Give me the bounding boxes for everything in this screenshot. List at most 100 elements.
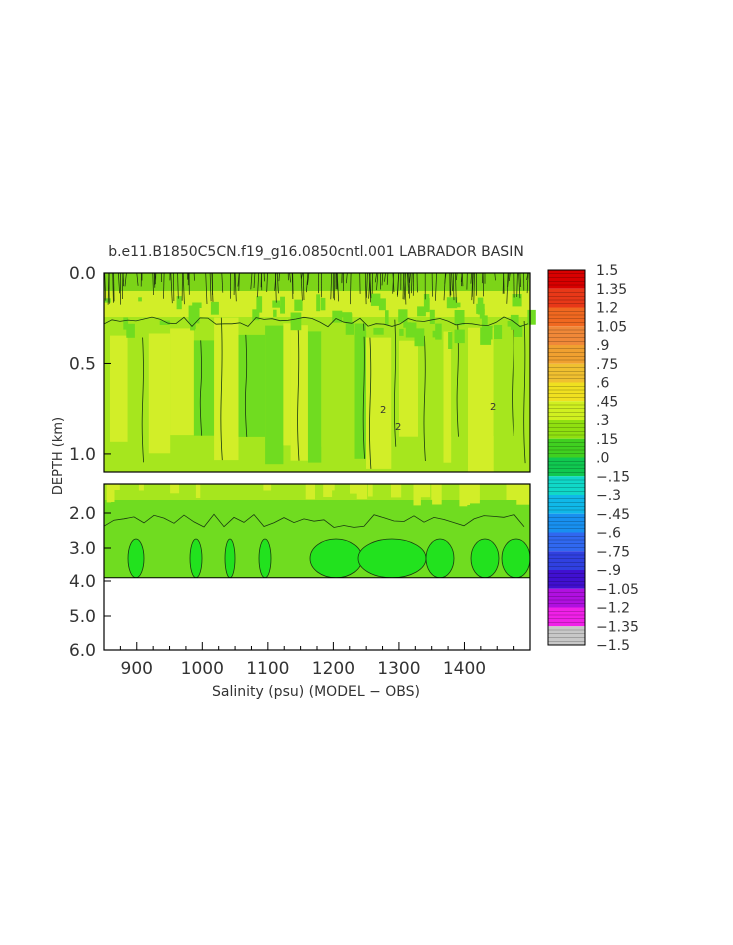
lower-panel: 2 [103,483,531,651]
colorbar-swatch [548,363,585,383]
surface-contour-line [307,272,310,285]
surface-contour-line [411,272,413,294]
lower-yellow-patch [350,484,361,494]
upper-field-stripe [238,334,266,437]
surface-contour-line [346,272,348,284]
y-tick-label: 1.0 [69,445,96,465]
surface-contour-line [350,272,352,305]
lower-yellow-patch [413,484,421,506]
colorbar-swatch [548,495,585,514]
subsurface-patch [435,323,442,340]
upper-field-stripe [321,332,338,447]
subsurface-patch [370,293,381,306]
subsurface-patch [320,297,326,311]
x-tick-label: 900 [121,659,153,679]
subsurface-patch [527,309,536,325]
surface-contour-line [266,272,268,293]
colorbar-label: −1.05 [596,582,639,598]
upper-field-stripe [148,333,171,454]
lower-yellow-patch [465,484,470,505]
upper-field-stripe [127,337,149,463]
upper-field-stripe [337,341,355,457]
deep-green-blob [258,538,272,579]
colorbar-label: −1.2 [596,601,630,617]
surface-contour-line [402,272,404,300]
colorbar-label: .15 [596,432,618,448]
lower-yellow-patch [469,484,480,504]
surface-contour-line [152,272,154,296]
surface-contour-line [451,272,453,292]
subsurface-patch [378,298,386,311]
surface-contour-line [460,272,463,282]
surface-contour-line [276,272,279,294]
surface-contour-line [481,272,484,284]
contour-label: 2 [395,422,401,433]
subsurface-patch [424,298,430,313]
lower-yellow-patch [368,484,373,497]
upper-field-stripe [214,317,239,461]
x-tick-label: 1400 [443,659,486,679]
surface-contour-line [470,272,472,284]
x-axis: 900 1000 1100 1200 1300 1400 [103,642,515,679]
deep-green-blob [357,538,427,579]
surface-contour-line [136,272,139,286]
upper-contour-line [199,340,203,436]
lower-yellow-patch [459,484,468,507]
surface-contour-line [381,272,384,286]
upper-field-stripe [443,331,452,463]
upper-field-stripe [283,323,291,446]
upper-contour-line [141,337,144,463]
upper-contour-line [362,323,365,459]
colorbar-label: −1.35 [596,619,639,635]
subsurface-patch [104,298,111,303]
upper-contour-line [220,317,223,461]
upper-contour-line [369,337,372,469]
surface-contour-line [508,272,511,281]
colorbar-label: .9 [596,338,609,354]
upper-field-stripe [193,340,215,436]
colorbar-swatch [548,626,585,645]
surface-contour-line [482,272,484,297]
colorbar-swatch [548,382,585,402]
surface-contour-line [122,272,124,300]
surface-contour-line [443,272,446,301]
subsurface-patch [448,332,453,349]
subsurface-patch [290,312,302,331]
lower-yellow-patch [263,484,272,491]
x-tick-label: 1100 [246,659,289,679]
lower-yellow-patch [323,484,333,497]
upper-contour-line [244,334,248,437]
colorbar-swatch [548,551,585,570]
colorbar-swatch [548,270,585,289]
upper-contour-line [423,335,426,462]
colorbar-swatch [548,476,585,495]
colorbar-label: .75 [596,357,618,373]
colorbar-label: .45 [596,394,618,410]
colorbar-swatch [548,570,585,589]
colorbar-label: −.45 [596,507,630,523]
lower-yellow-patch [417,484,431,498]
subsurface-patch [190,320,195,331]
subsurface-patch [385,310,389,325]
subsurface-patch [477,297,484,315]
lower-yellow-patch [329,484,335,491]
surface-contour-line [112,272,114,303]
surface-contour-line [173,272,175,302]
upper-field-stripe [170,328,194,436]
subsurface-patch [316,294,321,312]
surface-contour-line [473,272,475,304]
y-tick-label: 4.0 [69,572,96,592]
surface-contour-line [518,272,521,299]
surface-contour-line [376,272,379,291]
subsurface-patch [399,328,404,336]
lower-yellow-patch [391,484,402,498]
subsurface-patch [123,317,129,330]
surface-contour-line [392,272,394,294]
surface-contour-line [289,272,291,283]
colorbar-label: 1.05 [596,319,627,335]
surface-contour-line [182,272,185,305]
subsurface-patch [446,297,458,309]
colorbar-label: −.6 [596,526,621,542]
surface-contour-line [409,272,411,284]
surface-band [104,273,530,291]
